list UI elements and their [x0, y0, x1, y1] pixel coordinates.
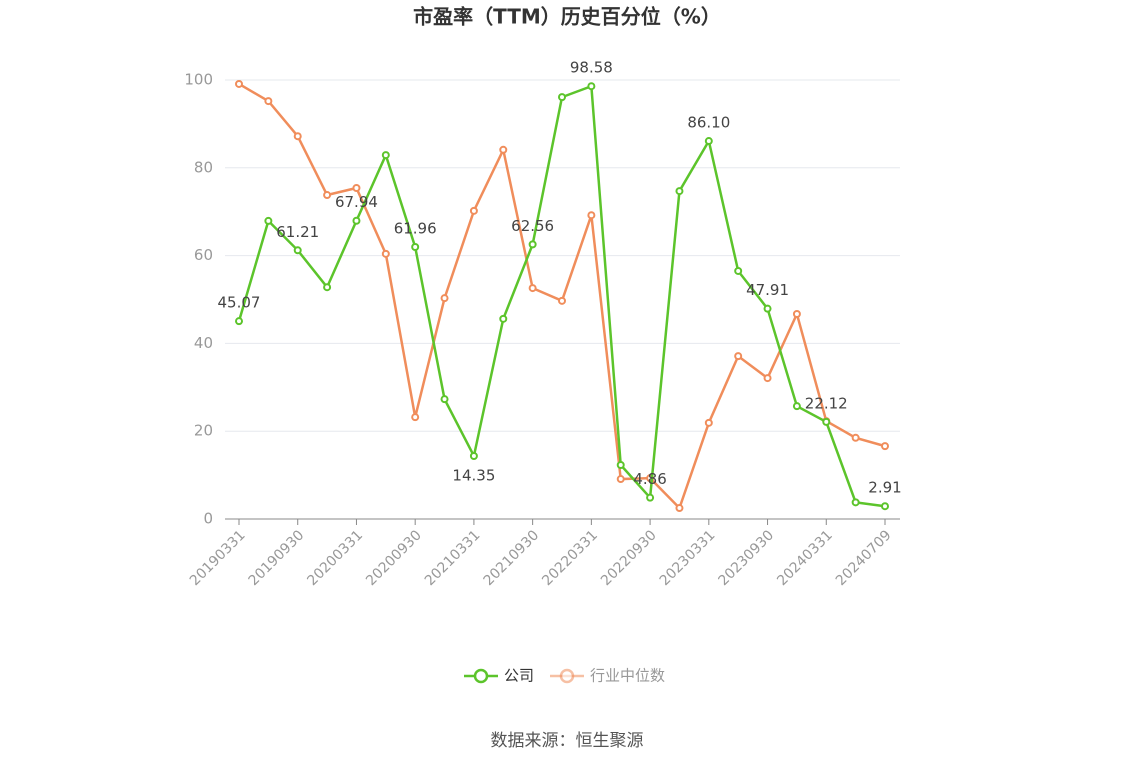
data-point — [881, 442, 889, 451]
data-point — [440, 395, 449, 404]
y-tick-label: 40 — [194, 334, 213, 352]
data-point — [323, 191, 332, 200]
data-label: 61.21 — [276, 223, 319, 241]
data-point — [381, 249, 390, 258]
x-tick-label: 20200930 — [363, 527, 425, 589]
legend-marker — [559, 668, 575, 684]
data-label: 86.10 — [687, 114, 730, 132]
data-point — [469, 452, 478, 461]
data-point — [587, 211, 596, 220]
y-tick-label: 0 — [203, 510, 213, 528]
data-point — [293, 246, 302, 255]
chart-title: 市盈率（TTM）历史百分位（%） — [413, 5, 721, 29]
data-label: 45.07 — [218, 294, 261, 312]
data-point — [352, 183, 361, 192]
data-label: 47.91 — [746, 281, 789, 299]
data-label: 62.56 — [511, 217, 554, 235]
source-note: 数据来源：恒生聚源 — [491, 731, 644, 751]
x-tick-label: 20240709 — [833, 527, 895, 589]
data-point — [528, 240, 537, 249]
x-tick-label: 20210331 — [422, 527, 484, 589]
data-point — [381, 151, 390, 160]
data-label: 67.94 — [335, 193, 378, 211]
data-label: 22.12 — [805, 394, 848, 412]
data-point — [499, 145, 508, 154]
x-tick-label: 20190331 — [187, 527, 249, 589]
data-point — [822, 417, 831, 426]
data-label: 61.96 — [394, 219, 437, 237]
data-point — [235, 317, 243, 326]
data-point — [558, 296, 566, 305]
data-label: 14.35 — [452, 467, 495, 485]
data-point — [881, 502, 889, 511]
data-point — [851, 433, 860, 442]
data-point — [616, 461, 625, 470]
y-tick-label: 20 — [194, 422, 213, 440]
x-tick-label: 20210930 — [481, 527, 543, 589]
x-tick-label: 20230930 — [715, 527, 777, 589]
y-tick-label: 80 — [194, 158, 213, 176]
x-tick-label: 20220930 — [598, 527, 660, 589]
data-point — [499, 314, 508, 323]
data-point — [558, 93, 566, 102]
y-tick-label: 100 — [184, 71, 213, 89]
data-point — [704, 418, 713, 427]
data-point — [323, 283, 332, 292]
data-point — [792, 402, 801, 411]
data-point — [411, 413, 420, 422]
data-point — [851, 498, 860, 507]
legend-marker — [473, 668, 489, 684]
data-point — [411, 242, 420, 251]
data-point — [616, 475, 625, 484]
x-tick-label: 20220331 — [539, 527, 601, 589]
data-point — [675, 504, 684, 513]
legend-label: 公司 — [504, 667, 534, 685]
data-point — [734, 352, 743, 361]
data-point — [264, 216, 273, 225]
x-tick-label: 20200331 — [304, 527, 366, 589]
data-point — [587, 82, 596, 91]
data-point — [235, 79, 243, 88]
y-tick-label: 60 — [194, 246, 213, 264]
data-point — [469, 206, 478, 215]
legend-label: 行业中位数 — [590, 667, 665, 685]
data-point — [646, 493, 655, 502]
data-point — [763, 374, 772, 383]
x-tick-label: 20230331 — [657, 527, 719, 589]
data-label: 4.86 — [633, 470, 666, 488]
data-point — [293, 132, 302, 141]
data-point — [528, 284, 537, 293]
x-tick-label: 20190930 — [246, 527, 308, 589]
data-point — [792, 309, 801, 318]
data-point — [440, 294, 449, 303]
data-label: 98.58 — [570, 59, 613, 77]
data-point — [763, 304, 772, 313]
data-point — [264, 97, 273, 106]
data-point — [352, 216, 361, 225]
data-point — [734, 266, 743, 275]
data-point — [675, 187, 684, 196]
data-point — [704, 137, 713, 146]
x-tick-label: 20240331 — [774, 527, 836, 589]
data-label: 2.91 — [868, 479, 901, 497]
